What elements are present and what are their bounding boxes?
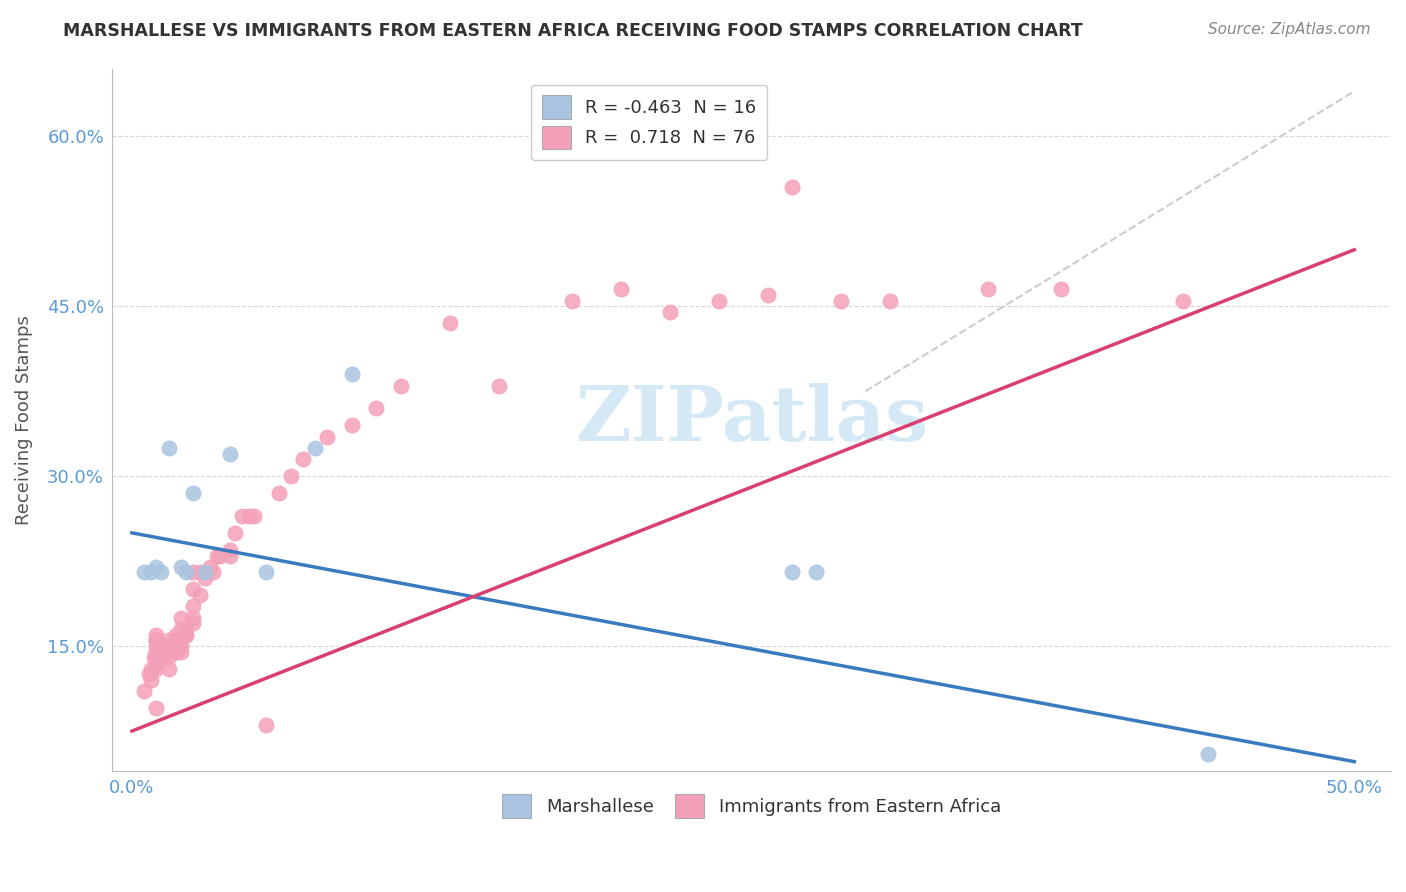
Point: [707, 293, 730, 308]
Point: [157, 662, 180, 676]
Point: [170, 559, 193, 574]
Point: [208, 549, 231, 563]
Point: [267, 486, 290, 500]
Point: [181, 599, 204, 614]
Point: [181, 486, 204, 500]
Point: [162, 639, 184, 653]
Point: [138, 667, 160, 681]
Point: [254, 718, 277, 732]
Point: [170, 622, 193, 636]
Point: [145, 645, 167, 659]
Point: [174, 628, 197, 642]
Point: [165, 633, 187, 648]
Point: [141, 662, 163, 676]
Point: [218, 542, 240, 557]
Point: [439, 316, 461, 330]
Point: [198, 559, 221, 574]
Point: [157, 650, 180, 665]
Point: [218, 549, 240, 563]
Point: [170, 639, 193, 653]
Point: [174, 628, 197, 642]
Point: [145, 656, 167, 670]
Point: [145, 633, 167, 648]
Point: [806, 566, 828, 580]
Point: [145, 628, 167, 642]
Point: [389, 378, 412, 392]
Point: [165, 645, 187, 659]
Point: [830, 293, 852, 308]
Point: [165, 639, 187, 653]
Point: [976, 282, 998, 296]
Text: MARSHALLESE VS IMMIGRANTS FROM EASTERN AFRICA RECEIVING FOOD STAMPS CORRELATION : MARSHALLESE VS IMMIGRANTS FROM EASTERN A…: [63, 22, 1083, 40]
Point: [150, 566, 173, 580]
Point: [201, 566, 224, 580]
Point: [1197, 747, 1219, 761]
Point: [366, 401, 388, 416]
Point: [152, 650, 174, 665]
Point: [756, 288, 779, 302]
Point: [780, 566, 803, 580]
Point: [145, 559, 167, 574]
Point: [170, 645, 193, 659]
Point: [292, 452, 315, 467]
Point: [142, 650, 165, 665]
Point: [145, 633, 167, 648]
Point: [610, 282, 633, 296]
Point: [134, 566, 156, 580]
Point: [238, 508, 260, 523]
Point: [145, 662, 167, 676]
Point: [340, 368, 363, 382]
Point: [145, 639, 167, 653]
Point: [157, 633, 180, 648]
Point: [141, 566, 163, 580]
Y-axis label: Receiving Food Stamps: Receiving Food Stamps: [15, 315, 32, 524]
Point: [190, 588, 212, 602]
Point: [157, 441, 180, 455]
Point: [160, 639, 183, 653]
Point: [170, 633, 193, 648]
Point: [231, 508, 253, 523]
Point: [181, 611, 204, 625]
Legend: Marshallese, Immigrants from Eastern Africa: Marshallese, Immigrants from Eastern Afr…: [495, 788, 1008, 825]
Point: [141, 673, 163, 687]
Point: [254, 566, 277, 580]
Point: [207, 549, 229, 563]
Point: [224, 525, 246, 540]
Point: [150, 650, 173, 665]
Point: [561, 293, 583, 308]
Text: Source: ZipAtlas.com: Source: ZipAtlas.com: [1208, 22, 1371, 37]
Point: [340, 418, 363, 433]
Point: [1050, 282, 1073, 296]
Point: [304, 441, 326, 455]
Point: [1173, 293, 1195, 308]
Point: [194, 566, 217, 580]
Point: [174, 622, 197, 636]
Point: [488, 378, 510, 392]
Point: [280, 469, 302, 483]
Point: [879, 293, 901, 308]
Text: ZIPatlas: ZIPatlas: [575, 383, 928, 457]
Point: [316, 429, 339, 443]
Point: [145, 701, 167, 715]
Point: [194, 571, 217, 585]
Point: [174, 566, 197, 580]
Point: [181, 566, 204, 580]
Point: [181, 616, 204, 631]
Point: [780, 180, 803, 194]
Point: [152, 639, 174, 653]
Point: [243, 508, 266, 523]
Point: [165, 628, 187, 642]
Point: [218, 447, 240, 461]
Point: [155, 639, 177, 653]
Point: [145, 650, 167, 665]
Point: [658, 305, 681, 319]
Point: [145, 633, 167, 648]
Point: [190, 566, 212, 580]
Point: [170, 611, 193, 625]
Point: [157, 639, 180, 653]
Point: [181, 582, 204, 597]
Point: [134, 684, 156, 698]
